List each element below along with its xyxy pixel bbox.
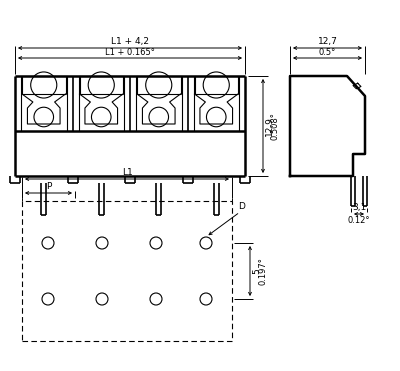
Text: 3,1: 3,1 (352, 203, 366, 212)
Text: 12,9: 12,9 (265, 116, 274, 136)
Text: L1 + 4,2: L1 + 4,2 (111, 37, 149, 46)
Text: 0.197°: 0.197° (258, 257, 267, 285)
Text: 0.508°: 0.508° (271, 112, 280, 140)
Text: 0.12°: 0.12° (348, 216, 370, 225)
Text: D: D (238, 202, 246, 211)
Text: L1 + 0.165°: L1 + 0.165° (105, 48, 155, 57)
Text: L1: L1 (122, 168, 132, 177)
Bar (22, 201, 232, 341)
Text: 5: 5 (252, 268, 261, 274)
Text: 0.5°: 0.5° (319, 48, 336, 57)
Text: 12,7: 12,7 (318, 37, 338, 46)
Text: P: P (46, 182, 51, 191)
